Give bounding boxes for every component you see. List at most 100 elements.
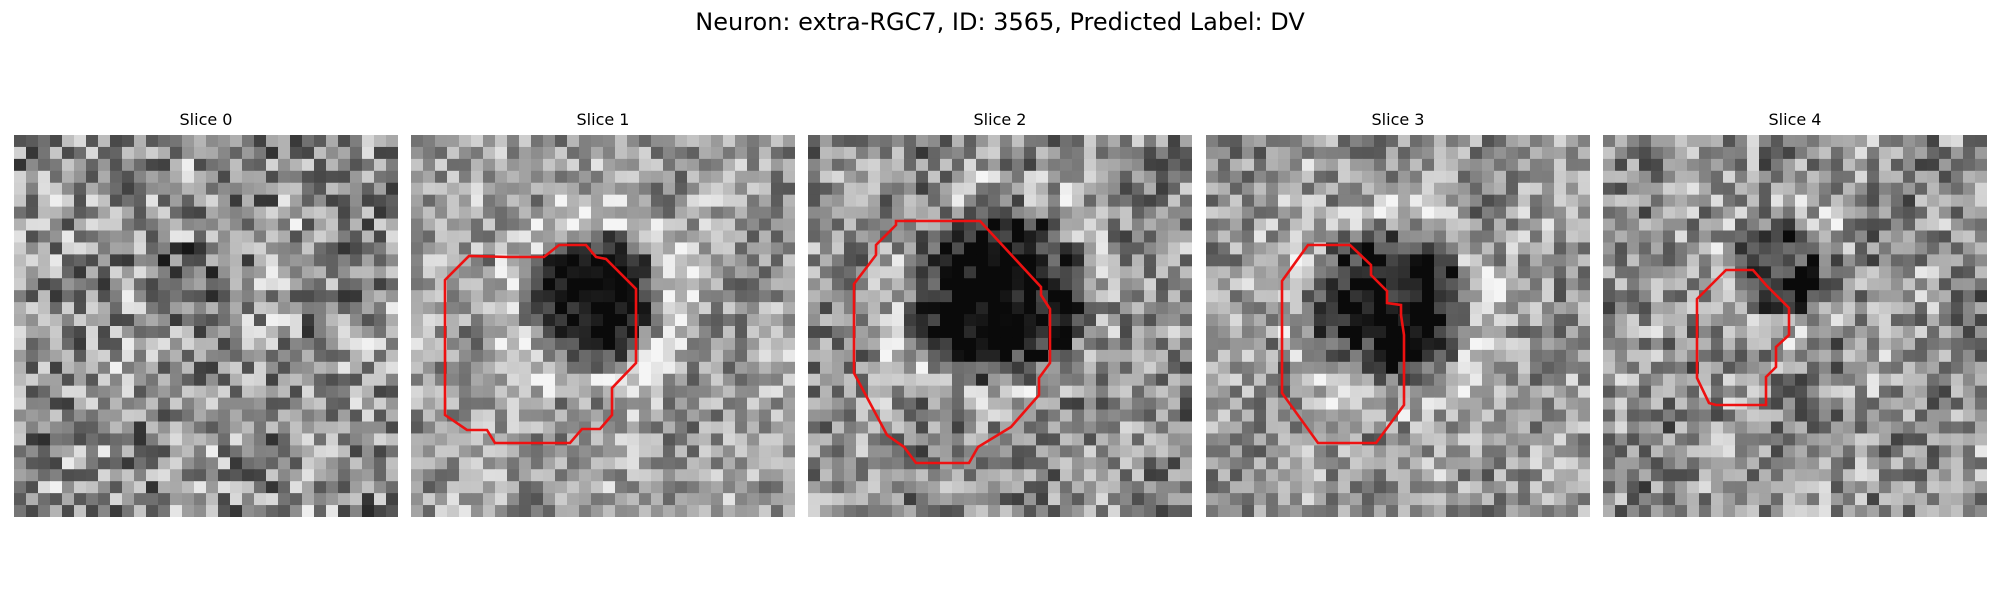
pixel: [374, 278, 387, 291]
pixel: [182, 158, 195, 172]
pixel: [1144, 409, 1157, 423]
pixel: [1723, 433, 1736, 446]
pixel: [567, 481, 580, 494]
pixel: [1482, 361, 1495, 375]
pixel: [146, 385, 159, 399]
pixel: [386, 242, 398, 255]
pixel: [1470, 373, 1483, 387]
pixel: [1518, 409, 1531, 423]
pixel: [266, 218, 279, 232]
pixel: [266, 361, 279, 375]
pixel: [555, 146, 568, 160]
pixel: [1314, 505, 1327, 517]
pixel: [1132, 493, 1145, 506]
pixel: [771, 361, 784, 375]
pixel: [1807, 349, 1820, 363]
pixel: [290, 206, 303, 220]
pixel: [892, 254, 905, 267]
pixel: [1783, 146, 1796, 160]
pixel: [158, 349, 171, 363]
pixel: [1386, 397, 1399, 411]
pixel: [1108, 266, 1121, 279]
pixel: [711, 254, 724, 267]
pixel: [1458, 230, 1471, 244]
pixel: [338, 146, 351, 160]
pixel: [1963, 135, 1976, 148]
pixel: [892, 361, 905, 375]
pixel: [326, 481, 339, 494]
pixel: [1578, 457, 1590, 470]
pixel: [1132, 337, 1145, 351]
pixel: [1639, 194, 1652, 208]
pixel: [1242, 349, 1255, 363]
pixel: [495, 290, 508, 303]
pixel: [1975, 385, 1987, 399]
pixel: [1963, 230, 1976, 244]
pixel: [1843, 349, 1856, 363]
pixel: [146, 337, 159, 351]
pixel: [1012, 218, 1025, 232]
pixel: [976, 349, 989, 363]
pixel: [1879, 326, 1892, 339]
pixel: [182, 170, 195, 184]
pixel: [194, 349, 207, 363]
pixel: [50, 361, 63, 375]
pixel: [555, 278, 568, 291]
pixel: [1458, 146, 1471, 160]
pixel: [1156, 170, 1169, 184]
pixel: [675, 230, 688, 244]
pixel: [651, 337, 664, 351]
pixel: [50, 182, 63, 196]
pixel: [615, 194, 628, 208]
pixel: [423, 373, 436, 387]
pixel: [783, 278, 795, 291]
pixel: [904, 421, 917, 435]
pixel: [591, 314, 604, 327]
pixel: [880, 218, 893, 232]
pixel: [1530, 266, 1543, 279]
pixel: [254, 182, 267, 196]
pixel: [170, 337, 183, 351]
pixel: [1302, 218, 1315, 232]
pixel: [170, 194, 183, 208]
pixel: [1831, 445, 1844, 458]
pixel: [1446, 218, 1459, 232]
pixel: [1048, 182, 1061, 196]
pixel: [1783, 457, 1796, 470]
pixel: [1482, 457, 1495, 470]
pixel: [952, 385, 965, 399]
pixel: [783, 230, 795, 244]
pixel: [940, 302, 953, 315]
pixel: [314, 230, 327, 244]
pixel: [483, 302, 496, 315]
pixel: [940, 170, 953, 184]
pixel: [1096, 469, 1109, 482]
pixel: [218, 194, 231, 208]
pixel: [1566, 230, 1579, 244]
pixel: [1518, 135, 1531, 148]
pixel: [1807, 266, 1820, 279]
pixel: [1156, 206, 1169, 220]
pixel: [1879, 314, 1892, 327]
pixel: [1168, 314, 1181, 327]
pixel: [1651, 254, 1664, 267]
pixel: [1795, 254, 1808, 267]
pixel: [1494, 433, 1507, 446]
pixel: [1795, 409, 1808, 423]
pixel: [1350, 326, 1363, 339]
pixel: [38, 170, 51, 184]
pixel: [615, 135, 628, 148]
pixel: [1939, 337, 1952, 351]
pixel: [615, 230, 628, 244]
pixel: [1036, 337, 1049, 351]
pixel: [1096, 326, 1109, 339]
pixel: [98, 361, 111, 375]
pixel: [856, 182, 869, 196]
pixel: [1566, 469, 1579, 482]
pixel: [759, 409, 772, 423]
pixel: [1651, 314, 1664, 327]
pixel: [1132, 170, 1145, 184]
pixel: [411, 337, 424, 351]
pixel: [1242, 457, 1255, 470]
pixel: [1903, 314, 1916, 327]
